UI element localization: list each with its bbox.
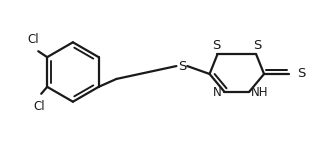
Text: Cl: Cl [34,100,45,113]
Text: S: S [253,39,261,52]
Text: Cl: Cl [28,33,39,46]
Text: S: S [212,39,221,52]
Text: S: S [178,60,186,73]
Text: S: S [297,68,305,80]
Text: NH: NH [251,86,269,99]
Text: N: N [213,86,221,99]
